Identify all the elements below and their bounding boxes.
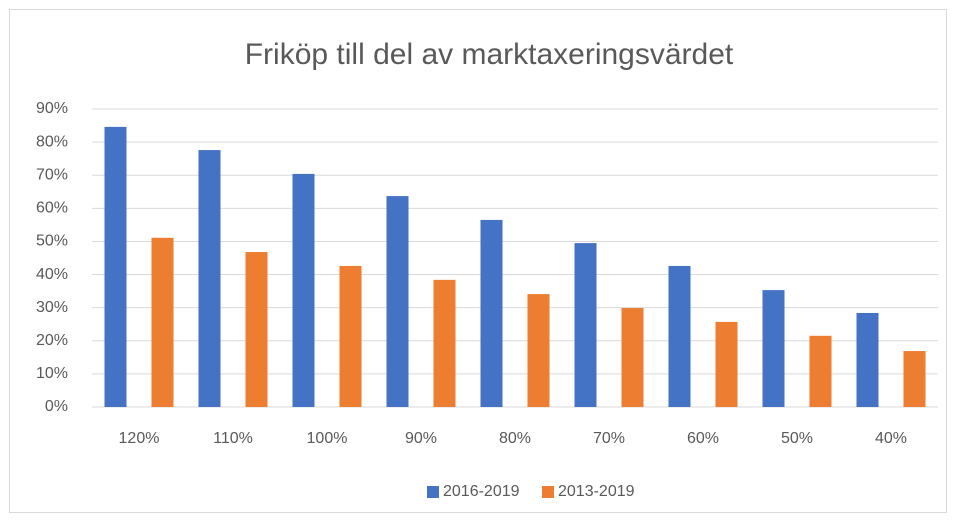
y-tick-label: 80% [36,133,68,150]
legend-label: 2013-2019 [558,483,635,500]
y-tick-label: 50% [36,233,68,250]
bar [104,126,127,407]
y-tick-label: 70% [36,166,68,183]
x-tick-label: 40% [875,430,907,447]
bar [715,321,738,407]
bar [151,237,174,407]
legend-label: 2016-2019 [443,483,520,500]
bar [903,351,926,407]
x-tick-label: 90% [405,430,437,447]
y-tick-label: 90% [36,100,68,117]
x-tick-label: 70% [593,430,625,447]
y-tick-label: 20% [36,332,68,349]
bar [386,196,409,407]
x-tick-label: 60% [687,430,719,447]
chart-title: Friköp till del av marktaxeringsvärdet [245,38,734,71]
bar [668,265,691,407]
legend-swatch [542,486,554,498]
x-tick-label: 80% [499,430,531,447]
bar [621,307,644,407]
x-tick-label: 120% [119,430,160,447]
bar [856,312,879,407]
bar [433,279,456,407]
legend-swatch [427,486,439,498]
bar [574,243,597,407]
bar [480,219,503,407]
y-tick-label: 30% [36,299,68,316]
bar [339,265,362,407]
y-tick-label: 0% [45,398,68,415]
x-tick-label: 100% [307,430,348,447]
bar [198,150,221,407]
bar [762,290,785,407]
y-tick-label: 10% [36,365,68,382]
bar [809,335,832,407]
bar [292,173,315,407]
x-tick-label: 110% [213,430,253,447]
y-tick-label: 60% [36,200,68,217]
bar [245,252,268,407]
bar [527,294,550,407]
y-tick-label: 40% [36,266,68,283]
x-tick-label: 50% [781,430,813,447]
